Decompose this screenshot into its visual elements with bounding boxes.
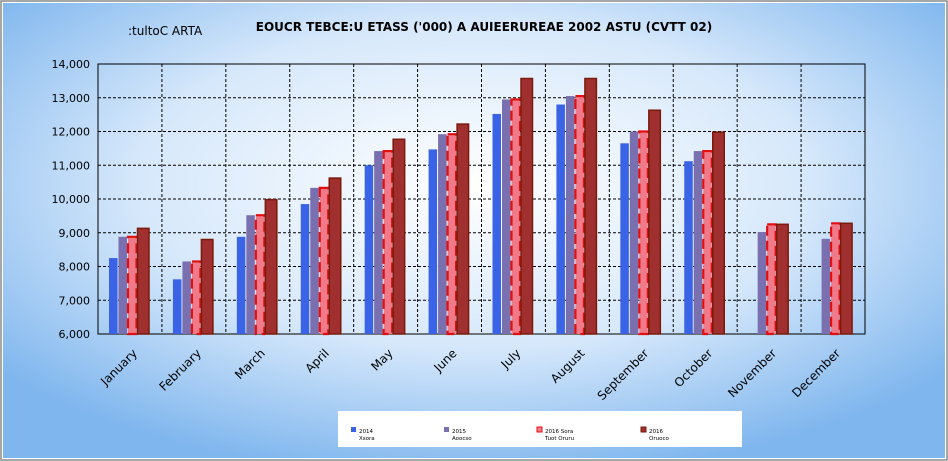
bar-2015 xyxy=(693,151,703,334)
y-tick-label: 12,000 xyxy=(52,126,91,139)
bar-2014 xyxy=(109,258,118,334)
legend-label: 2014 xyxy=(359,429,373,435)
legend-label: 2016 Sora xyxy=(545,429,573,435)
bar-2014 xyxy=(492,113,501,334)
bar-2015 xyxy=(374,151,383,334)
legend-label: 2015 xyxy=(452,429,466,435)
bar-2016 xyxy=(264,198,278,335)
bar-2016 xyxy=(328,177,342,335)
bar-2016-sora xyxy=(574,94,586,336)
bar-2014 xyxy=(364,165,374,334)
legend-sublabel: Oruoco xyxy=(649,436,669,442)
bar-2016 xyxy=(136,227,150,335)
chart-title: EOUCR TEBCE:U ETASS ('000) A AUIEERUREAE… xyxy=(256,20,712,34)
bar-2016-sora xyxy=(190,260,202,336)
bar-2016 xyxy=(584,77,598,335)
bar-2016 xyxy=(839,222,853,335)
bar-2016-sora xyxy=(510,98,522,336)
bar-2015 xyxy=(821,238,831,334)
legend-sublabel: Xsora xyxy=(359,436,375,442)
bar-2014 xyxy=(236,236,246,334)
bar-2016 xyxy=(392,138,406,335)
bar-2015 xyxy=(502,99,511,334)
bar-2014 xyxy=(172,279,182,334)
bar-2016-sora xyxy=(318,186,330,336)
legend-sublabel: Tuot Oruru xyxy=(544,436,574,442)
bar-2016-sora xyxy=(829,222,841,336)
bar-2016 xyxy=(520,77,534,335)
bar-2015 xyxy=(118,236,127,334)
bar-2014 xyxy=(556,104,565,334)
legend-swatch xyxy=(351,427,356,432)
y-tick-label: 9,000 xyxy=(59,227,91,240)
bar-2014 xyxy=(300,204,310,334)
legend-swatch xyxy=(444,427,449,432)
y-tick-label: 11,000 xyxy=(52,159,91,172)
legend-label: 2016 xyxy=(649,429,663,435)
y-tick-label: 14,000 xyxy=(52,58,91,71)
y-tick-label: 10,000 xyxy=(52,193,91,206)
y-tick-label: 6,000 xyxy=(59,328,91,341)
source-note: :tultoC ARTA xyxy=(128,24,203,38)
bar-2014 xyxy=(428,149,438,334)
bar-2016 xyxy=(712,131,725,335)
y-tick-label: 8,000 xyxy=(59,261,91,274)
bar-2016-sora xyxy=(702,149,713,336)
legend-swatch xyxy=(536,426,543,433)
y-tick-label: 13,000 xyxy=(52,92,91,105)
bar-2016 xyxy=(648,109,662,335)
bar-2015 xyxy=(438,134,447,334)
bar-2016-sora xyxy=(446,133,458,336)
bar-2014 xyxy=(620,143,629,334)
bar-2015 xyxy=(246,215,255,334)
bar-2015 xyxy=(757,232,767,334)
bar-2016 xyxy=(200,238,214,335)
plot-border xyxy=(97,63,866,335)
bar-2016 xyxy=(456,123,470,335)
bar-2016 xyxy=(775,223,789,335)
bar-2015 xyxy=(182,261,191,334)
bar-2016-sora xyxy=(254,214,266,336)
legend-sublabel: Aoocso xyxy=(452,436,472,442)
bar-2016-sora xyxy=(126,235,138,336)
bar-2015 xyxy=(565,96,575,334)
bar-2014 xyxy=(684,161,693,334)
bar-2016-sora xyxy=(766,223,777,336)
legend-swatch xyxy=(640,426,647,433)
bar-2016-sora xyxy=(638,130,649,336)
bar-2015 xyxy=(629,131,639,334)
bar-2015 xyxy=(310,187,319,334)
y-tick-label: 7,000 xyxy=(59,294,91,307)
bar-2016-sora xyxy=(382,149,394,336)
